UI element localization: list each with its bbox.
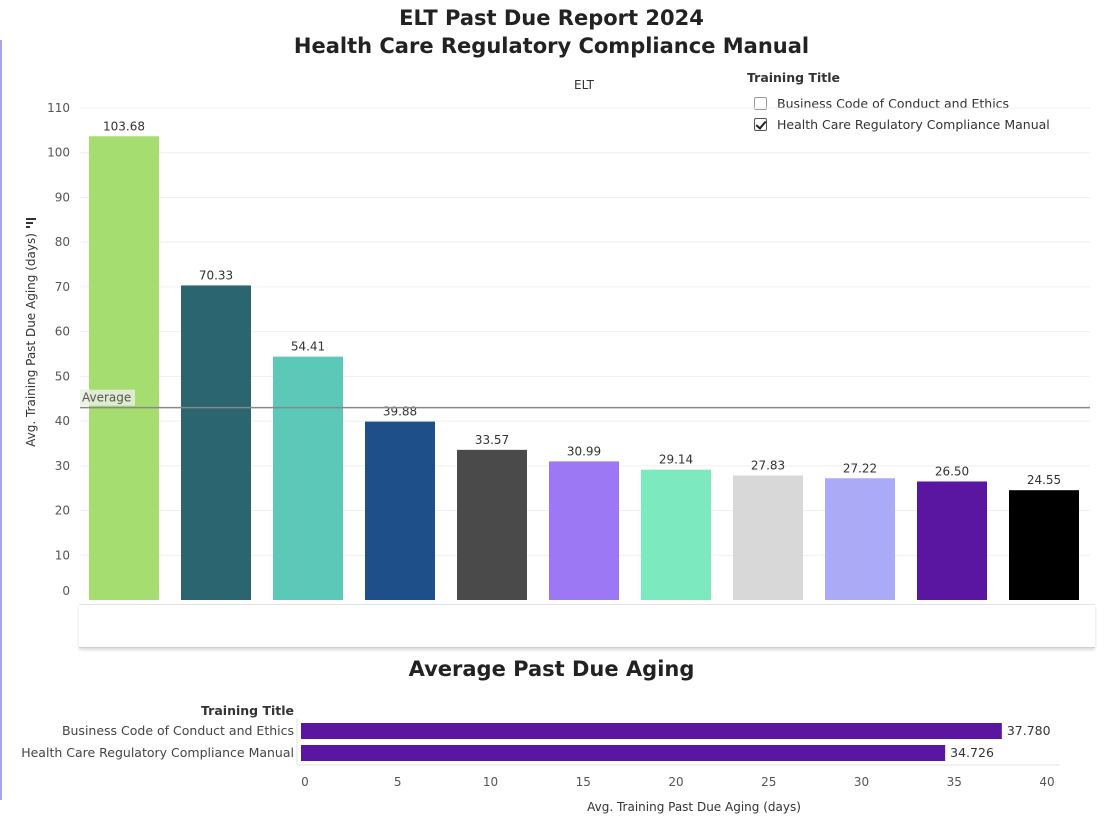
x-tick-label: 30 [854,775,869,789]
legend-label-health-care: Health Care Regulatory Compliance Manual [777,117,1050,132]
legend-item-business-code[interactable]: Business Code of Conduct and Ethics [747,93,1050,114]
legend-title: Training Title [747,70,840,85]
bar [457,449,527,600]
bar-value-label: 37.780 [1007,723,1051,738]
checkbox-business-code[interactable] [754,97,767,110]
bar [825,478,895,600]
checkbox-health-care[interactable] [754,118,767,131]
bar-value-label: 103.68 [103,119,145,133]
x-tick-label: 25 [761,775,776,789]
average-label-bg [80,389,135,406]
y-tick-label: 80 [55,235,70,249]
bottom-bars [301,723,1002,761]
y-tick-label: 40 [55,414,70,428]
column-header-elt: ELT [574,78,594,92]
sort-filter-icon[interactable] [26,218,36,230]
bar-value-label: 27.83 [751,459,785,473]
average-aging-bar-chart: Training Title Business Code of Conduct … [21,703,1060,814]
bar [365,421,435,600]
bar [181,285,251,600]
bar [733,475,803,600]
bar-value-label: 70.33 [199,268,233,282]
category-label: Business Code of Conduct and Ethics [62,723,294,738]
bar [301,723,1002,739]
training-title-legend: Training Title Business Code of Conduct … [747,70,1050,135]
average-reference-line: Average [80,389,1090,409]
y-tick-label: 0 [62,584,70,598]
y-tick-label: 10 [55,548,70,562]
x-tick-label: 10 [483,775,498,789]
bar [301,745,946,761]
y-tick-label: 110 [47,101,70,115]
elt-bar-chart: 0 10 20 30 40 50 60 70 80 90 100 110 Avg. Training … [24,101,1090,600]
x-tick-label: 35 [947,775,962,789]
bottom-x-axis: 0 5 10 15 20 25 30 35 40 [301,775,1054,789]
bar-value-label: 24.55 [1027,473,1061,487]
y-tick-label: 30 [55,459,70,473]
main-y-axis-label: Avg. Training Past Due Aging (days) [24,233,38,447]
bar [273,356,343,600]
bar-value-label: 54.41 [291,340,325,354]
x-tick-label: 5 [394,775,402,789]
y-tick-label: 70 [55,280,70,294]
bottom-gridlines [296,718,1060,766]
main-bars [89,136,1079,600]
bar [89,136,159,600]
bar [549,461,619,600]
x-tick-label: 15 [576,775,591,789]
x-axis-strip [79,604,1095,648]
bottom-x-axis-label: Avg. Training Past Due Aging (days) [587,800,801,814]
bar-value-label: 29.14 [659,453,693,467]
legend-item-health-care[interactable]: Health Care Regulatory Compliance Manual [747,114,1050,135]
section-title-average-aging: Average Past Due Aging [408,657,695,681]
y-tick-label: 50 [55,369,70,383]
report-subtitle: Health Care Regulatory Compliance Manual [293,34,810,58]
report-title: ELT Past Due Report 2024 [399,6,704,30]
average-label: Average [82,391,131,405]
bottom-category-labels: Business Code of Conduct and Ethics Healt… [21,723,294,760]
x-tick-label: 0 [301,775,309,789]
y-tick-label: 20 [55,504,70,518]
main-y-axis: 0 10 20 30 40 50 60 70 80 90 100 110 [47,101,70,598]
bar [1009,490,1079,600]
y-tick-label: 60 [55,325,70,339]
category-label: Health Care Regulatory Compliance Manual [21,745,294,760]
y-tick-label: 90 [55,190,70,204]
left-edge-border [0,40,2,800]
bar-value-label: 34.726 [950,745,994,760]
bar [917,481,987,600]
y-tick-label: 100 [47,146,70,160]
legend-label-business-code: Business Code of Conduct and Ethics [777,96,1010,111]
bar-value-label: 33.57 [475,433,509,447]
bar-value-label: 26.50 [935,464,969,478]
category-header: Training Title [201,703,294,718]
x-tick-label: 20 [668,775,683,789]
bar [641,469,711,600]
bar-value-label: 39.88 [383,405,417,419]
bar-value-label: 30.99 [567,444,601,458]
bar-value-label: 27.22 [843,461,877,475]
x-tick-label: 40 [1039,775,1054,789]
bottom-value-labels: 37.780 34.726 [950,723,1050,760]
